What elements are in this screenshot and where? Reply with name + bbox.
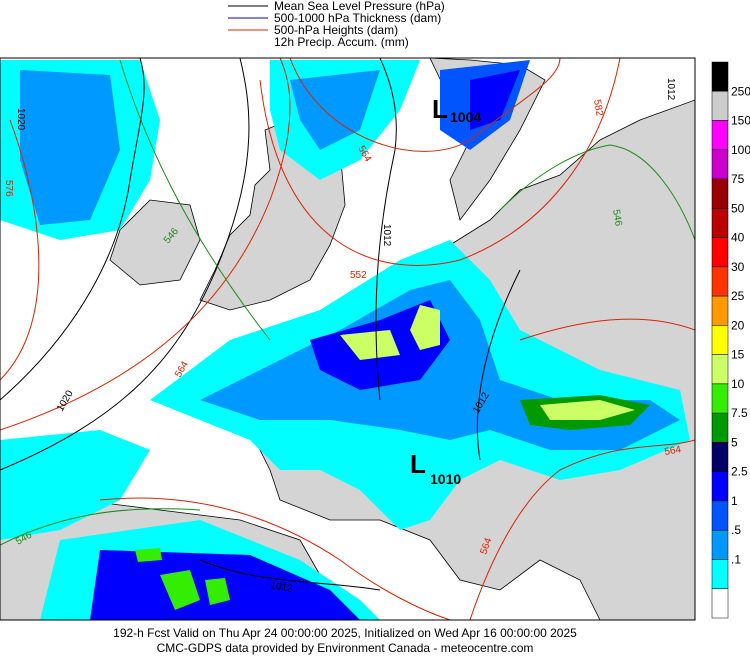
colorbar-label: 7.5 — [731, 406, 748, 420]
low-symbol: L — [432, 94, 448, 124]
colorbar-segment — [711, 266, 729, 297]
colorbar-segment — [711, 208, 729, 238]
footer-line: CMC-GDPS data provided by Environment Ca… — [157, 641, 534, 655]
colorbar-label: 100 — [731, 143, 750, 157]
contour-label: 1012 — [381, 224, 392, 247]
colorbar-segment — [711, 383, 729, 414]
contour-label: 564 — [664, 444, 683, 458]
low-symbol: L — [410, 449, 426, 479]
colorbar-segment — [711, 237, 729, 268]
legend-label: Mean Sea Level Pressure (hPa) — [274, 0, 445, 13]
contours — [0, 58, 695, 620]
contour-label: 1020 — [15, 108, 26, 131]
legend-label: 500-1000 hPa Thickness (dam) — [274, 11, 441, 25]
precipitation — [0, 60, 690, 620]
colorbar-label: 30 — [731, 260, 745, 274]
colorbar-label: 5 — [731, 435, 738, 449]
colorbar-label: 250 — [731, 84, 750, 98]
colorbar-segment — [711, 91, 729, 121]
colorbar-label: 15 — [731, 348, 745, 362]
colorbar-segment — [711, 295, 729, 326]
colorbar-segment — [711, 559, 729, 589]
colorbar-label: 20 — [731, 318, 745, 332]
map-frame — [0, 57, 696, 621]
colorbar-label: .5 — [731, 523, 741, 537]
map — [0, 58, 695, 620]
colorbar-segment — [711, 529, 729, 560]
colorbar-segment — [711, 412, 729, 443]
low-pressure: 1004 — [450, 109, 481, 125]
colorbar-segment — [711, 588, 729, 619]
colorbar-segment — [711, 325, 729, 355]
footer-line: 192-h Fcst Valid on Thu Apr 24 00:00:00 … — [113, 626, 577, 640]
contour-label: 1012 — [269, 580, 293, 595]
contour-label: 1012 — [665, 78, 676, 101]
colorbar-label: 150 — [731, 114, 750, 128]
legend-label: 12h Precip. Accum. (mm) — [274, 35, 409, 49]
contour-label: 582 — [591, 99, 605, 118]
legend-label: 500-hPa Heights (dam) — [274, 23, 398, 37]
colorbar-label: 10 — [731, 377, 745, 391]
colorbar-label: 1 — [731, 494, 738, 508]
colorbar-label: 50 — [731, 201, 745, 215]
colorbar-segment — [711, 442, 729, 472]
colorbar-label: 2.5 — [731, 465, 748, 479]
contour-label: 576 — [3, 180, 14, 197]
colorbar-segment — [711, 149, 729, 180]
colorbar-label: .1 — [731, 552, 741, 566]
colorbar-segment — [711, 61, 729, 92]
colorbar-label: 25 — [731, 289, 745, 303]
colorbar-label: 75 — [731, 172, 745, 186]
colorbar-segment — [711, 120, 729, 151]
colorbar-segment — [711, 178, 729, 209]
colorbar-segment — [711, 500, 729, 531]
colorbar-label: 40 — [731, 231, 745, 245]
contour-label: 546 — [610, 209, 624, 228]
contour-label: 552 — [350, 270, 367, 281]
low-pressure: 1010 — [430, 471, 461, 487]
colorbar-segment — [711, 354, 729, 385]
colorbar-segment — [711, 471, 729, 502]
